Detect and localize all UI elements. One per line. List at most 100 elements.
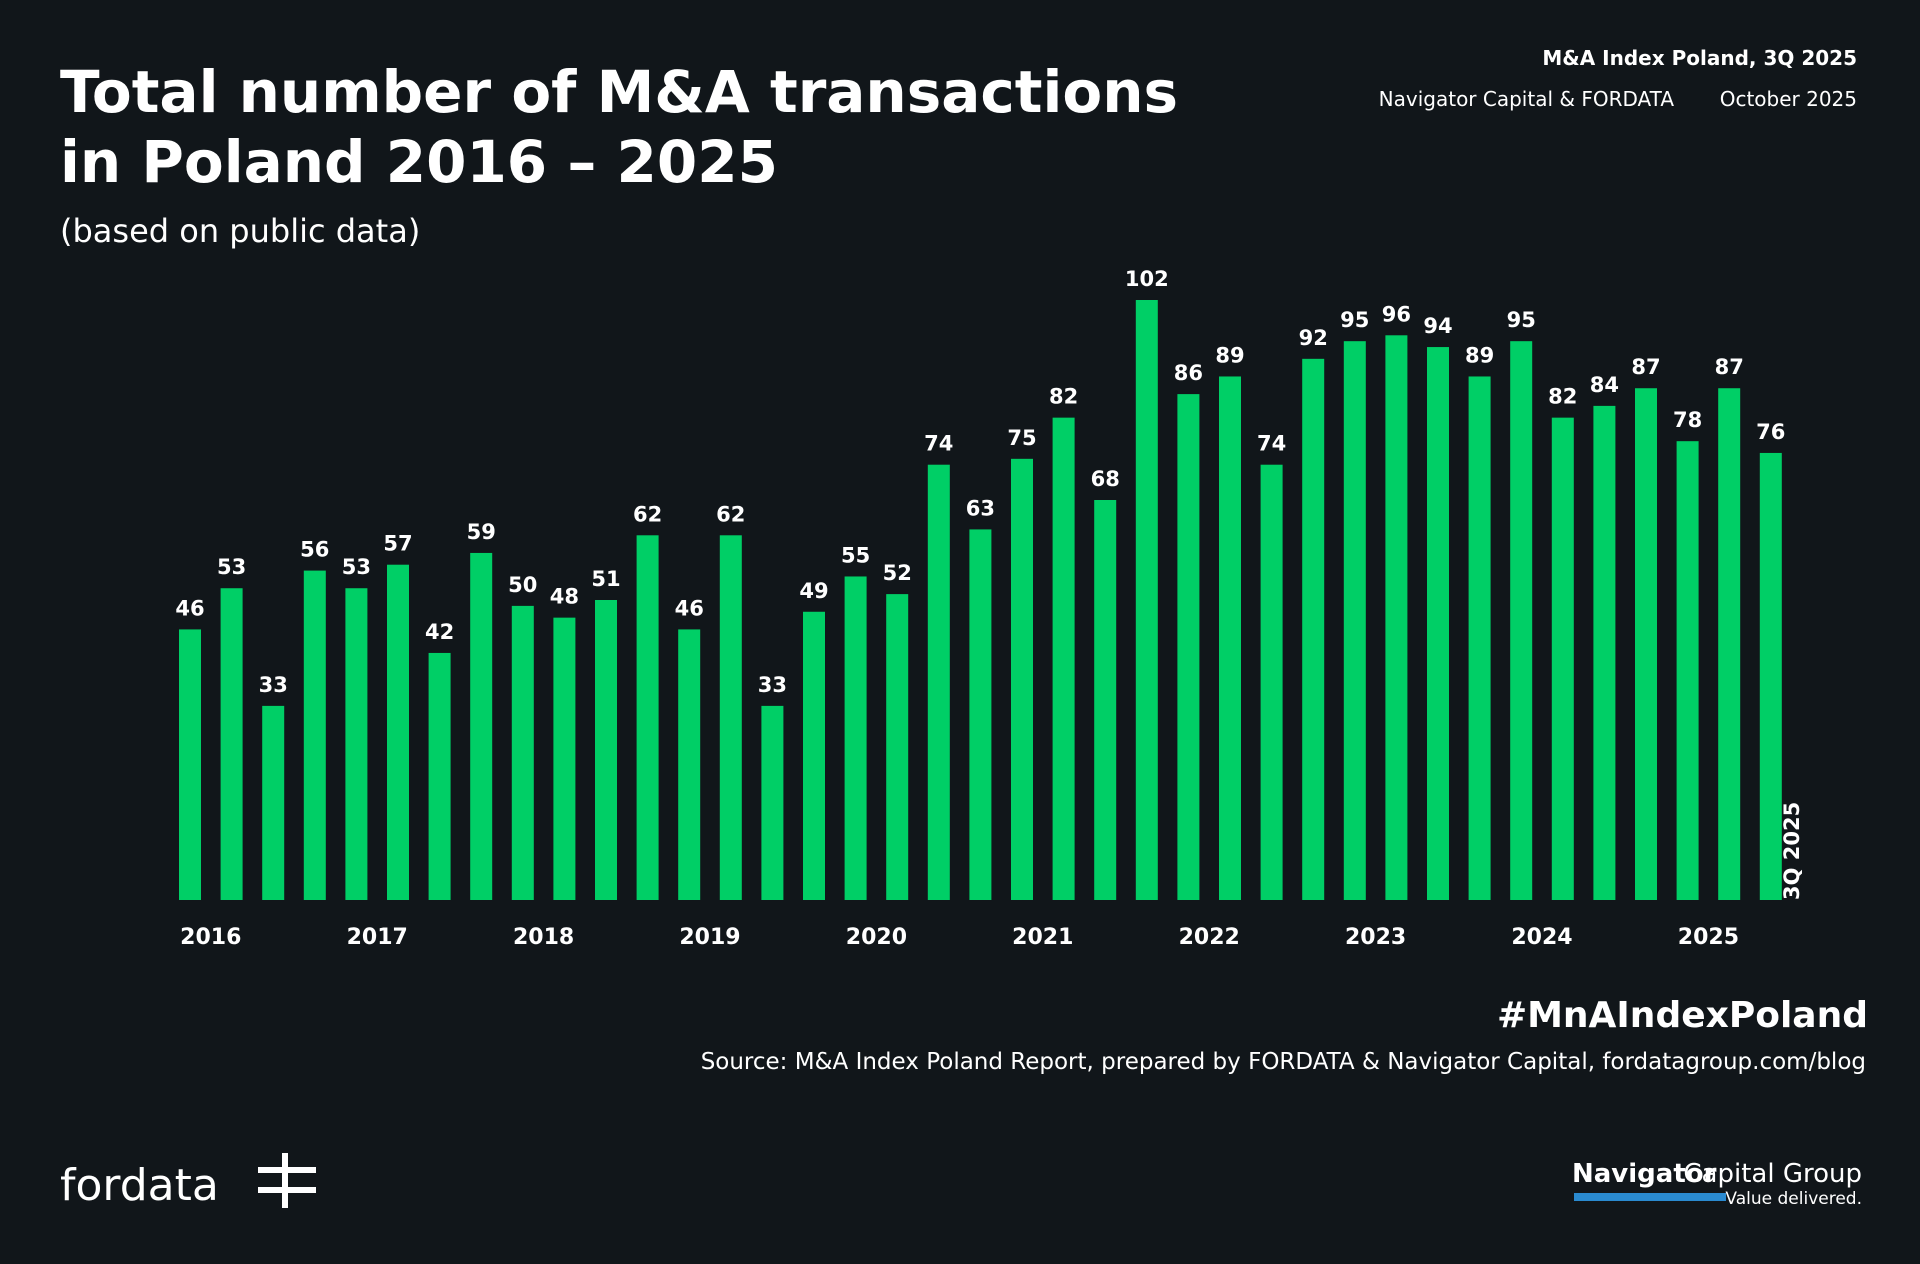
bar xyxy=(1510,341,1533,900)
data-label: 46 xyxy=(175,596,204,620)
logo-right: Capital Group xyxy=(1683,1159,1862,1189)
x-tick-label: 2024 xyxy=(1511,925,1572,950)
bar xyxy=(1759,452,1782,900)
bar xyxy=(886,594,909,900)
bar xyxy=(1302,358,1325,901)
bar xyxy=(1427,347,1449,900)
x-tick-label: 2018 xyxy=(513,925,574,950)
chart-title: Total number of M&A transactions xyxy=(60,58,1178,126)
data-label: 94 xyxy=(1423,314,1452,338)
data-label: 96 xyxy=(1382,302,1411,326)
bar xyxy=(1718,388,1741,900)
bar xyxy=(761,705,784,900)
data-label: 46 xyxy=(675,596,704,620)
logo-tagline: Value delivered. xyxy=(1725,1189,1862,1209)
x-tick-label: 2021 xyxy=(1012,925,1073,950)
chart-subtitle: (based on public data) xyxy=(60,212,420,250)
x-tick-label: 2017 xyxy=(347,925,408,950)
bar xyxy=(553,617,576,900)
bar xyxy=(969,529,992,900)
logo-left: fordata xyxy=(60,1160,219,1211)
annotation: 3Q 2025 xyxy=(1780,802,1804,900)
bar xyxy=(1676,441,1699,900)
data-label: 53 xyxy=(217,555,246,579)
bar xyxy=(719,535,742,900)
bar xyxy=(844,576,867,900)
data-label: 53 xyxy=(342,555,371,579)
bar xyxy=(1468,376,1491,900)
data-label: 92 xyxy=(1299,326,1328,350)
bar xyxy=(303,570,326,900)
bar xyxy=(1385,335,1408,900)
x-tick-label: 2016 xyxy=(180,925,241,950)
bar xyxy=(1177,394,1200,900)
bar xyxy=(511,605,534,900)
source: Source: M&A Index Poland Report, prepare… xyxy=(701,1049,1866,1075)
bar xyxy=(803,611,825,900)
bar xyxy=(1219,376,1241,900)
data-label: 49 xyxy=(799,579,828,603)
data-label: 82 xyxy=(1049,385,1078,409)
hashtag: #MnAIndexPoland xyxy=(1497,995,1868,1036)
bar xyxy=(1343,341,1366,900)
data-label: 52 xyxy=(883,561,912,585)
bar xyxy=(387,564,409,900)
bar xyxy=(1135,300,1158,900)
data-label: 51 xyxy=(591,567,620,591)
data-label: 89 xyxy=(1465,343,1494,367)
x-tick-label: 2020 xyxy=(846,925,907,950)
date: October 2025 xyxy=(1720,87,1857,111)
data-label: 74 xyxy=(924,432,953,456)
bar xyxy=(345,588,368,900)
bar xyxy=(470,552,493,900)
data-label: 89 xyxy=(1215,343,1244,367)
data-label: 42 xyxy=(425,620,454,644)
data-label: 33 xyxy=(758,673,787,697)
authors: Navigator Capital & FORDATA xyxy=(1379,87,1675,111)
bar xyxy=(1260,464,1283,900)
data-label: 74 xyxy=(1257,432,1286,456)
logo-bar xyxy=(1574,1193,1726,1201)
bar xyxy=(1593,405,1616,900)
x-tick-label: 2025 xyxy=(1678,925,1739,950)
data-label: 56 xyxy=(300,538,329,562)
data-label: 55 xyxy=(841,543,870,567)
data-label: 87 xyxy=(1631,355,1660,379)
bar xyxy=(1635,388,1657,900)
bar xyxy=(262,705,285,900)
data-label: 87 xyxy=(1715,355,1744,379)
report-name: M&A Index Poland, 3Q 2025 xyxy=(1542,46,1857,70)
logo-icon xyxy=(258,1153,316,1208)
data-label: 82 xyxy=(1548,385,1577,409)
data-label: 95 xyxy=(1507,308,1536,332)
data-label: 78 xyxy=(1673,408,1702,432)
data-label: 33 xyxy=(259,673,288,697)
x-tick-label: 2023 xyxy=(1345,925,1406,950)
data-label: 68 xyxy=(1091,467,1120,491)
bar xyxy=(179,629,201,900)
data-label: 102 xyxy=(1125,267,1169,291)
bar xyxy=(636,535,659,900)
chart-title: in Poland 2016 – 2025 xyxy=(60,128,778,196)
bar xyxy=(428,652,451,900)
x-tick-label: 2019 xyxy=(679,925,740,950)
bar xyxy=(1011,458,1033,900)
bar xyxy=(595,600,617,900)
data-label: 84 xyxy=(1590,373,1619,397)
data-label: 63 xyxy=(966,496,995,520)
x-tick-label: 2022 xyxy=(1179,925,1240,950)
data-label: 75 xyxy=(1007,426,1036,450)
logo-right: Navigator xyxy=(1572,1159,1717,1189)
bar xyxy=(1052,417,1075,900)
data-label: 48 xyxy=(550,585,579,609)
bar xyxy=(678,629,701,900)
data-label: 57 xyxy=(383,532,412,556)
bar xyxy=(1551,417,1574,900)
data-label: 62 xyxy=(716,502,745,526)
bar xyxy=(1094,500,1117,900)
bar xyxy=(220,588,243,900)
data-label: 76 xyxy=(1756,420,1785,444)
data-label: 95 xyxy=(1340,308,1369,332)
data-label: 62 xyxy=(633,502,662,526)
